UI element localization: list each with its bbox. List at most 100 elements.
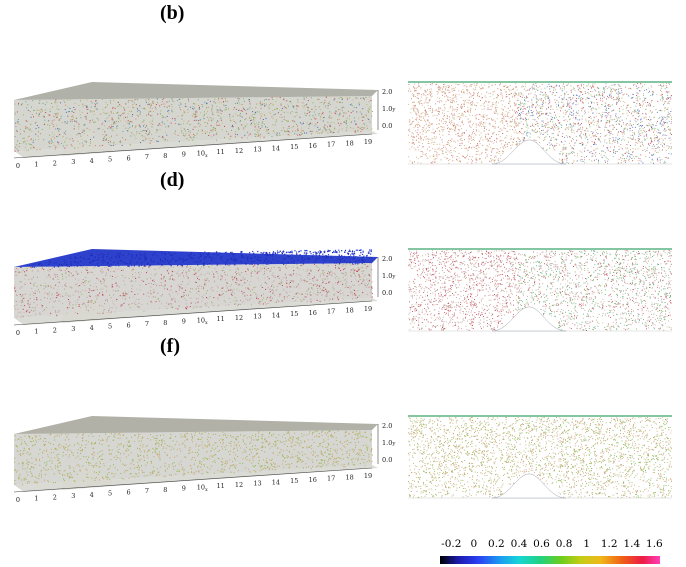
x-tick-label: 18	[345, 473, 353, 481]
x-tick-label: 5	[108, 156, 112, 164]
x-tick-label: 10x	[197, 316, 208, 326]
x-tick-label: 13	[253, 313, 261, 321]
x-tick-label: 19	[364, 305, 372, 313]
x-tick-label: 12	[235, 481, 243, 489]
x-tick-label: 12	[235, 314, 243, 322]
x-tick-label: 1	[34, 161, 38, 169]
x-tick-label: 14	[272, 144, 280, 152]
y-tick-label: 1.0y	[382, 272, 396, 280]
x-tick-label: 19	[364, 472, 372, 480]
panel-label-d: (d)	[160, 169, 185, 191]
x-tick-label: 11	[216, 315, 224, 323]
x-tick-label: 2	[53, 159, 57, 167]
front-wall	[14, 430, 372, 485]
panel-label-f: (f)	[160, 335, 180, 357]
x-tick-label: 3	[71, 492, 75, 500]
x-tick-label: 17	[327, 475, 335, 483]
x-tick-label: 3	[71, 158, 75, 166]
x-tick-label: 7	[145, 320, 149, 328]
x-tick-label: 9	[182, 318, 186, 326]
x-tick-label: 0	[16, 496, 20, 504]
y-tick-label: 0.0	[382, 122, 392, 130]
panel-b-side-view	[408, 81, 672, 165]
x-tick-label: 0	[16, 329, 20, 337]
x-tick-label: 17	[327, 141, 335, 149]
particle-scatter	[408, 417, 672, 498]
particle-scatter	[408, 250, 672, 331]
x-tick-label: 11	[216, 482, 224, 490]
x-tick-label: 17	[327, 308, 335, 316]
x-tick-label: 7	[145, 487, 149, 495]
panel-f-side-view	[408, 415, 672, 499]
top-surface	[14, 416, 378, 434]
colorbar-tick: 1	[583, 538, 591, 550]
x-tick-label: 1	[34, 495, 38, 503]
x-tick-label: 5	[108, 323, 112, 331]
bottom-bump	[62, 298, 112, 323]
colorbar-tick: 1.6	[646, 538, 663, 550]
x-tick-label: 16	[309, 476, 317, 484]
x-tick-label: 10x	[197, 149, 208, 159]
y-tick-label: 2.0	[382, 255, 392, 263]
colorbar-tick: 1.4	[623, 538, 641, 550]
x-tick-label: 2	[53, 326, 57, 334]
colorbar-gradient	[440, 556, 660, 564]
particle-cloud	[14, 96, 373, 152]
bottom-bump	[62, 131, 112, 156]
x-tick-label: 9	[182, 485, 186, 493]
x-tick-label: 14	[272, 478, 280, 486]
bottom-bump-profile	[491, 306, 567, 332]
x-tick-label: 2	[53, 493, 57, 501]
colorbar-tick-labels: -0.2 0 0.2 0.4 0.6 0.8 1 1.2 1.4 1.6	[436, 538, 664, 552]
panel-d-side-view	[408, 248, 672, 332]
x-tick-label: 19	[364, 138, 372, 146]
x-tick-label: 16	[309, 309, 317, 317]
x-tick-label: 3	[71, 325, 75, 333]
x-tick-label: 8	[163, 486, 167, 494]
x-tick-label: 7	[145, 153, 149, 161]
bottom-bump-profile	[491, 139, 567, 165]
colorbar-tick: 0.8	[555, 538, 573, 550]
x-tick-label: 12	[235, 147, 243, 155]
x-tick-label: 6	[126, 154, 130, 162]
x-axis-line	[13, 300, 373, 326]
x-tick-label: 4	[90, 491, 94, 499]
y-tick-label: 2.0	[382, 88, 392, 96]
colorbar-tick: 0.6	[533, 538, 550, 550]
x-tick-label: 11	[216, 148, 224, 156]
x-tick-label: 9	[182, 151, 186, 159]
y-tick-label: 2.0	[382, 422, 392, 430]
panel-label-b: (b)	[160, 2, 185, 24]
x-tick-label: 6	[126, 488, 130, 496]
x-tick-label: 15	[290, 477, 298, 485]
colorbar-tick: 0	[470, 538, 478, 550]
x-tick-label: 8	[163, 319, 167, 327]
x-tick-label: 13	[253, 480, 261, 488]
x-tick-label: 15	[290, 143, 298, 151]
x-tick-label: 13	[253, 146, 261, 154]
x-tick-label: 8	[163, 152, 167, 160]
bottom-bump-profile	[491, 473, 567, 499]
y-tick-label: 1.0y	[382, 105, 396, 113]
colorbar-tick: 1.2	[600, 538, 618, 550]
x-tick-label: 10x	[197, 483, 208, 493]
x-tick-label: 0	[16, 162, 20, 170]
x-axis-line	[13, 467, 373, 493]
colorbar-tick: 0.4	[510, 538, 528, 550]
colorbar-tick: 0.2	[488, 538, 505, 550]
y-tick-label: 0.0	[382, 456, 392, 464]
particle-cloud	[14, 430, 373, 486]
particle-scatter	[408, 83, 672, 164]
x-tick-label: 4	[90, 324, 94, 332]
y-tick-label: 0.0	[382, 289, 392, 297]
colorbar-tick: -0.2	[441, 538, 462, 550]
front-wall	[14, 263, 372, 318]
top-surface	[14, 249, 378, 267]
x-tick-label: 14	[272, 311, 280, 319]
x-tick-label: 5	[108, 490, 112, 498]
x-tick-label: 16	[309, 142, 317, 150]
